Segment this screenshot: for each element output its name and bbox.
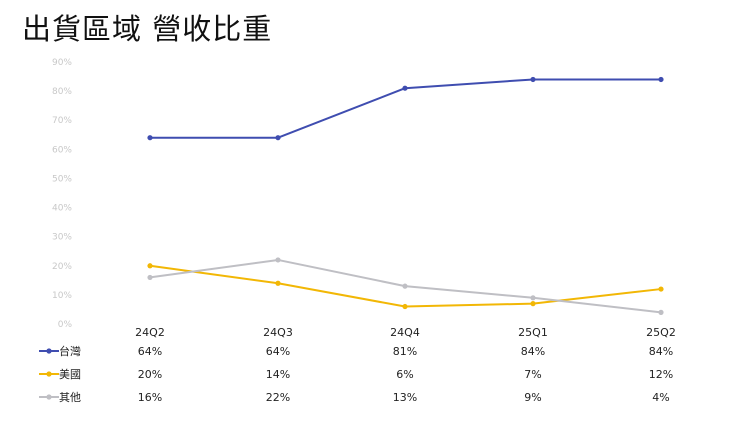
table-cell: 6% — [396, 368, 413, 381]
y-tick-label: 50% — [52, 174, 72, 184]
table-cell: 16% — [138, 391, 162, 404]
legend-label: 台灣 — [59, 344, 81, 358]
data-point — [402, 303, 408, 310]
data-point — [530, 301, 536, 307]
y-tick-label: 40% — [52, 204, 72, 214]
legend-marker — [46, 371, 52, 377]
legend-label: 美國 — [59, 368, 81, 381]
table-cell: 64% — [266, 345, 290, 358]
y-tick-label: 60% — [52, 145, 72, 155]
y-tick-label: 80% — [52, 87, 72, 97]
x-tick-label: 25Q2 — [646, 326, 676, 339]
y-tick-label: 10% — [52, 291, 72, 301]
data-point — [147, 274, 153, 281]
x-tick-label: 24Q2 — [135, 326, 165, 339]
table-cell: 22% — [266, 391, 290, 404]
data-point — [530, 76, 536, 83]
data-point — [402, 85, 408, 91]
legend-label: 其他 — [59, 391, 81, 404]
chart-title: 出貨區域 營收比重 — [22, 12, 273, 46]
legend-marker — [46, 348, 52, 354]
table-cell: 84% — [649, 345, 673, 358]
y-tick-label: 0% — [58, 320, 73, 330]
y-tick-label: 20% — [52, 262, 72, 272]
table-cell: 4% — [652, 391, 669, 404]
data-point — [147, 135, 153, 141]
table-cell: 81% — [393, 345, 417, 358]
data-point — [402, 283, 408, 289]
data-point — [658, 76, 664, 83]
table-cell: 9% — [524, 391, 541, 404]
data-point — [147, 263, 153, 269]
table-cell: 64% — [138, 345, 162, 358]
table-cell: 7% — [524, 368, 541, 381]
y-tick-label: 30% — [52, 233, 72, 243]
table-cell: 14% — [266, 368, 290, 381]
data-point — [530, 295, 536, 301]
x-tick-label: 24Q3 — [263, 326, 293, 339]
x-tick-label: 24Q4 — [390, 326, 420, 339]
data-point — [275, 257, 281, 263]
y-tick-label: 70% — [52, 116, 72, 126]
data-point — [275, 135, 281, 141]
table-cell: 20% — [138, 368, 162, 381]
y-tick-label: 90% — [52, 58, 72, 68]
table-cell: 13% — [393, 391, 417, 404]
data-point — [658, 286, 664, 292]
table-cell: 84% — [521, 345, 545, 358]
data-point — [275, 280, 281, 286]
x-tick-label: 25Q1 — [518, 326, 548, 339]
table-cell: 12% — [649, 368, 673, 381]
legend-marker — [46, 394, 52, 400]
data-point — [658, 309, 664, 315]
